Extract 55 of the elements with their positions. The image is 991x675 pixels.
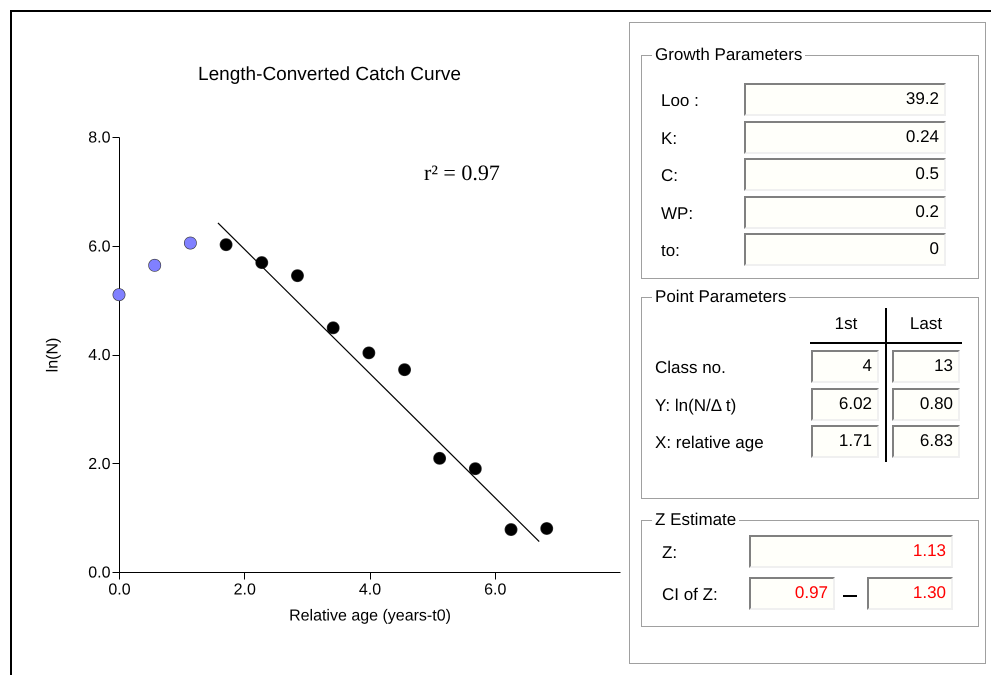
x-tick-label: 0.0 [108, 582, 131, 598]
text-field: 0.24 [744, 120, 946, 154]
text-field: 1.30 [867, 577, 953, 610]
point [468, 462, 482, 476]
text-field: 0.5 [744, 158, 946, 191]
y-axis-title: ln(N) [44, 338, 62, 372]
category-label: Z: [662, 543, 678, 562]
x-tick-label: 4.0 [358, 582, 382, 598]
y-tick-label: 8.0 [88, 130, 111, 146]
y-tick-label: 2.0 [88, 456, 111, 473]
category-label: Loo : [661, 91, 699, 110]
text: Point Parameters [652, 287, 790, 307]
point [398, 363, 411, 376]
y-tick-label: 0.0 [88, 564, 111, 582]
category-label: Class no. [655, 358, 726, 377]
category-label: X: relative age [655, 433, 764, 452]
text-field: 13 [892, 350, 960, 383]
point [220, 238, 233, 252]
text-field: 0 [744, 233, 946, 266]
x-tick-label: 2.0 [234, 582, 256, 598]
text-field: 39.2 [744, 83, 946, 116]
point [184, 236, 197, 250]
point [112, 288, 126, 302]
text-field: 6.83 [892, 425, 960, 458]
category-label: Last [910, 314, 942, 334]
point [255, 256, 268, 270]
text-field: 4 [811, 350, 879, 383]
point [148, 258, 162, 272]
text-field: 0.2 [744, 196, 946, 228]
point [504, 523, 518, 536]
y-tick-label: 6.0 [88, 238, 111, 256]
x-axis-title: Relative age (years-t0) [289, 608, 451, 624]
category-label: Y: ln(N/Δ t) [655, 396, 736, 414]
category-label: C: [661, 166, 678, 185]
point [291, 269, 304, 282]
point [540, 522, 554, 535]
category-label: CI of Z: [662, 585, 718, 604]
text-field: 1.71 [811, 425, 879, 458]
category-label: WP: [661, 204, 694, 222]
category-label: to: [661, 241, 680, 260]
x-tick-label: 6.0 [484, 582, 506, 598]
point [326, 321, 340, 334]
text: Z Estimate [652, 510, 740, 530]
text-field: 0.97 [749, 577, 835, 610]
point [433, 452, 446, 465]
text-field: 1.13 [749, 535, 953, 568]
y-tick-label: 4.0 [88, 347, 111, 364]
annotation: r² = 0.97 [424, 160, 500, 186]
text-field: 6.02 [811, 388, 879, 420]
chart-title: Length-Converted Catch Curve [198, 64, 461, 85]
category-label: K: [661, 128, 678, 148]
point [362, 346, 376, 360]
category-label: 1st [834, 314, 858, 334]
text: Growth Parameters [652, 45, 806, 65]
text-field: 0.80 [892, 388, 960, 420]
